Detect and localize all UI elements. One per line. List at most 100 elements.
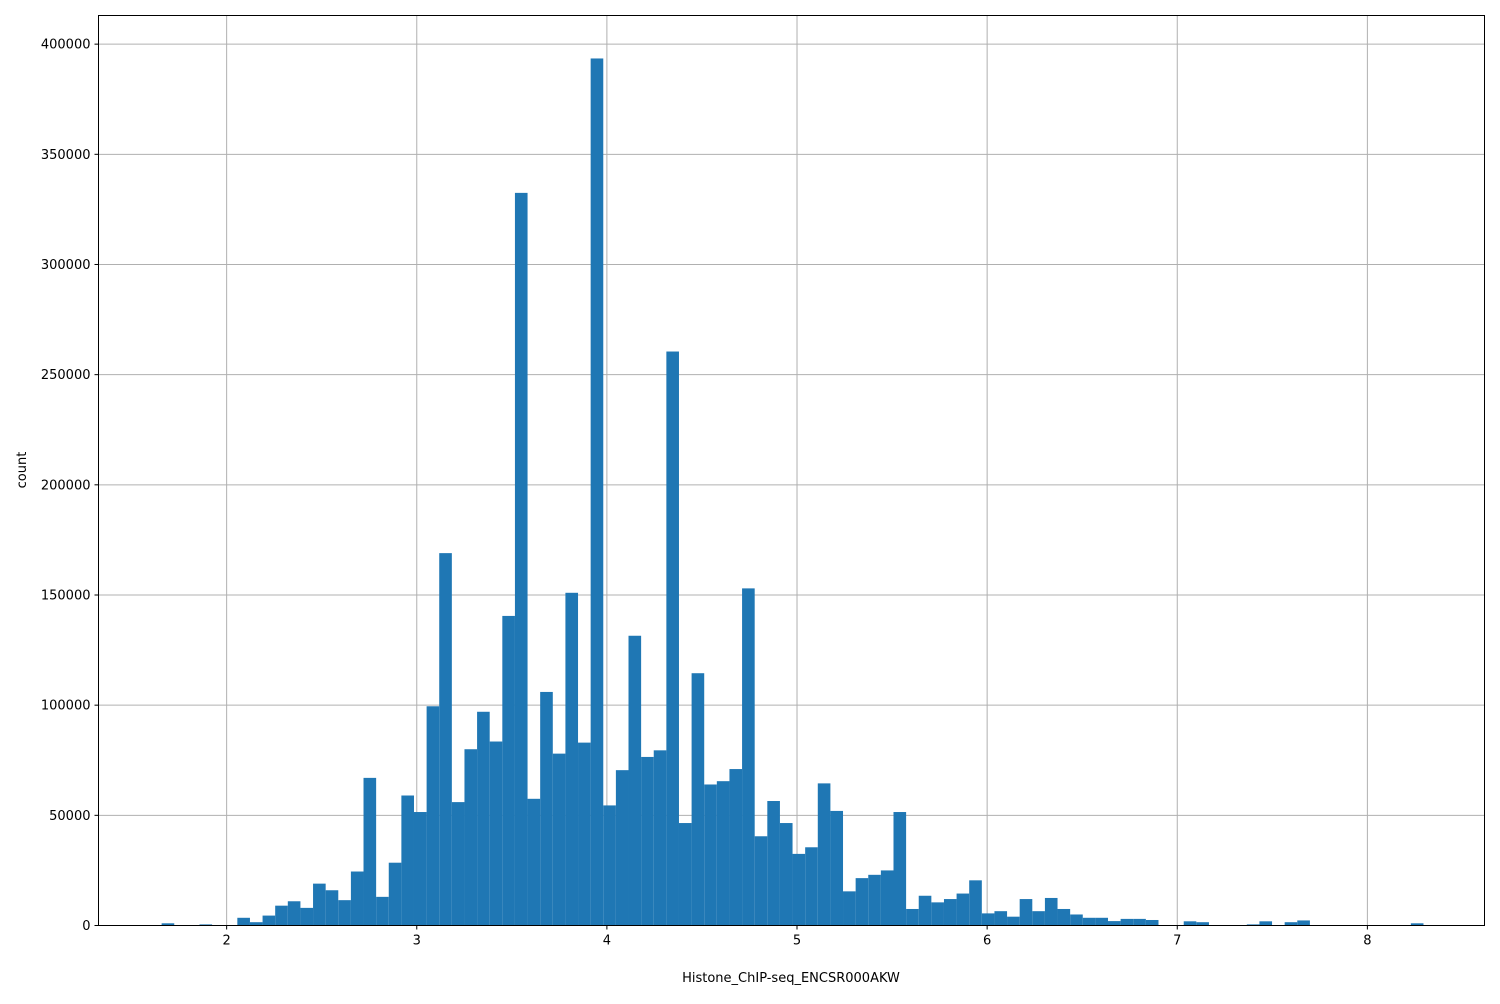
histogram-bar xyxy=(1108,921,1121,926)
histogram-bar xyxy=(931,902,944,926)
histogram-bar xyxy=(1057,908,1071,926)
histogram-bar xyxy=(287,901,301,926)
histogram-bar xyxy=(767,801,780,926)
y-axis-label: count xyxy=(15,452,30,489)
histogram-bar xyxy=(325,890,339,926)
x-tick-label: 5 xyxy=(793,934,801,949)
histogram-bar xyxy=(1145,919,1159,926)
y-tick-label: 400000 xyxy=(41,38,91,53)
histogram-bar xyxy=(1259,921,1273,926)
histogram-bar xyxy=(653,750,667,926)
x-tick-label: 4 xyxy=(603,934,611,949)
histogram-bar xyxy=(830,810,844,926)
x-tick-label: 8 xyxy=(1363,934,1371,949)
histogram-bar xyxy=(413,812,427,926)
x-tick-label: 2 xyxy=(223,934,231,949)
histogram-bar xyxy=(1095,917,1109,926)
histogram-bar xyxy=(489,741,503,926)
histogram-bar xyxy=(439,553,452,926)
histogram-bar xyxy=(729,769,743,926)
histogram-bar xyxy=(275,905,288,926)
histogram-bar xyxy=(666,351,679,926)
histogram-bar xyxy=(1284,922,1298,926)
histogram-bar xyxy=(338,900,351,926)
histogram-bar xyxy=(1246,924,1260,926)
y-tick-label: 300000 xyxy=(41,258,91,273)
histogram-bar xyxy=(199,924,213,926)
x-tick-label: 6 xyxy=(983,934,991,949)
y-tick-label: 200000 xyxy=(41,478,91,493)
histogram-bar xyxy=(540,691,553,926)
histogram-bar xyxy=(527,798,541,926)
histogram-bar xyxy=(981,913,995,926)
histogram-bar xyxy=(754,836,768,926)
histogram-bar xyxy=(805,847,818,926)
histogram-bar xyxy=(502,615,515,926)
y-tick-label: 150000 xyxy=(41,588,91,603)
histogram-bar xyxy=(1082,917,1096,926)
histogram-bars xyxy=(161,58,1424,926)
histogram-bar xyxy=(1183,921,1197,926)
histogram-bar xyxy=(855,878,869,926)
histogram-bar xyxy=(477,711,490,926)
histogram-bar xyxy=(350,871,364,926)
histogram-bar xyxy=(1196,922,1209,926)
histogram-bar xyxy=(817,783,831,926)
histogram-bar xyxy=(1120,918,1134,926)
histogram-bar xyxy=(1133,918,1146,926)
y-tick-label: 50000 xyxy=(49,809,90,824)
histogram-bar xyxy=(742,588,755,926)
histogram-bar xyxy=(868,874,881,926)
x-tick-label: 7 xyxy=(1173,934,1181,949)
histogram-bar xyxy=(363,777,377,926)
histogram-bar xyxy=(426,706,440,926)
x-tick-label: 3 xyxy=(413,934,421,949)
histogram-bar xyxy=(262,915,276,926)
histogram-bar xyxy=(578,742,591,926)
histogram-bar xyxy=(590,58,604,926)
histogram-bar xyxy=(1410,923,1424,926)
y-tick-label: 350000 xyxy=(41,148,91,163)
histogram-bar xyxy=(514,192,528,926)
histogram-bar xyxy=(792,853,806,926)
histogram-bar xyxy=(161,923,175,926)
x-axis-label: Histone_ChIP-seq_ENCSR000AKW xyxy=(682,971,900,986)
histogram-bar xyxy=(943,899,957,926)
histogram-bar xyxy=(843,891,856,926)
histogram-bar xyxy=(603,805,616,926)
histogram-bar xyxy=(880,870,894,926)
histogram-bar xyxy=(969,880,982,926)
histogram-bar xyxy=(628,635,642,926)
plot-frame xyxy=(98,15,1485,926)
histogram-bar xyxy=(451,802,465,926)
histogram-bar xyxy=(237,917,250,926)
histogram-bar xyxy=(552,753,566,926)
histogram-bar xyxy=(641,756,654,926)
histogram-bar xyxy=(956,893,970,926)
axis-ticks: 2 3 4 5 6 7 8 0 50000 100000 150000 200000 250000 300… xyxy=(41,38,1372,949)
grid-lines xyxy=(98,15,1485,926)
histogram-bar xyxy=(906,908,919,926)
y-tick-label: 0 xyxy=(82,919,90,934)
histogram-bar xyxy=(779,823,793,926)
histogram-bar xyxy=(1032,911,1045,926)
histogram-bar xyxy=(401,795,414,926)
histogram-bar xyxy=(918,895,932,926)
y-tick-label: 100000 xyxy=(41,699,91,714)
histogram-bar xyxy=(678,823,692,926)
histogram-bar xyxy=(615,770,629,926)
histogram-bar xyxy=(994,911,1008,926)
histogram-bar xyxy=(464,749,478,926)
histogram-bar xyxy=(249,922,263,926)
histogram-bar xyxy=(565,592,579,926)
histogram-bar xyxy=(1019,899,1033,926)
histogram-bar xyxy=(313,883,326,926)
histogram-bar xyxy=(893,812,907,926)
histogram-bar xyxy=(376,896,389,926)
histogram-bar xyxy=(691,673,705,926)
y-tick-label: 250000 xyxy=(41,368,91,383)
histogram-bar xyxy=(300,907,314,926)
histogram-bar xyxy=(716,781,730,926)
histogram-bar xyxy=(388,862,402,926)
histogram-bar xyxy=(1297,920,1310,926)
